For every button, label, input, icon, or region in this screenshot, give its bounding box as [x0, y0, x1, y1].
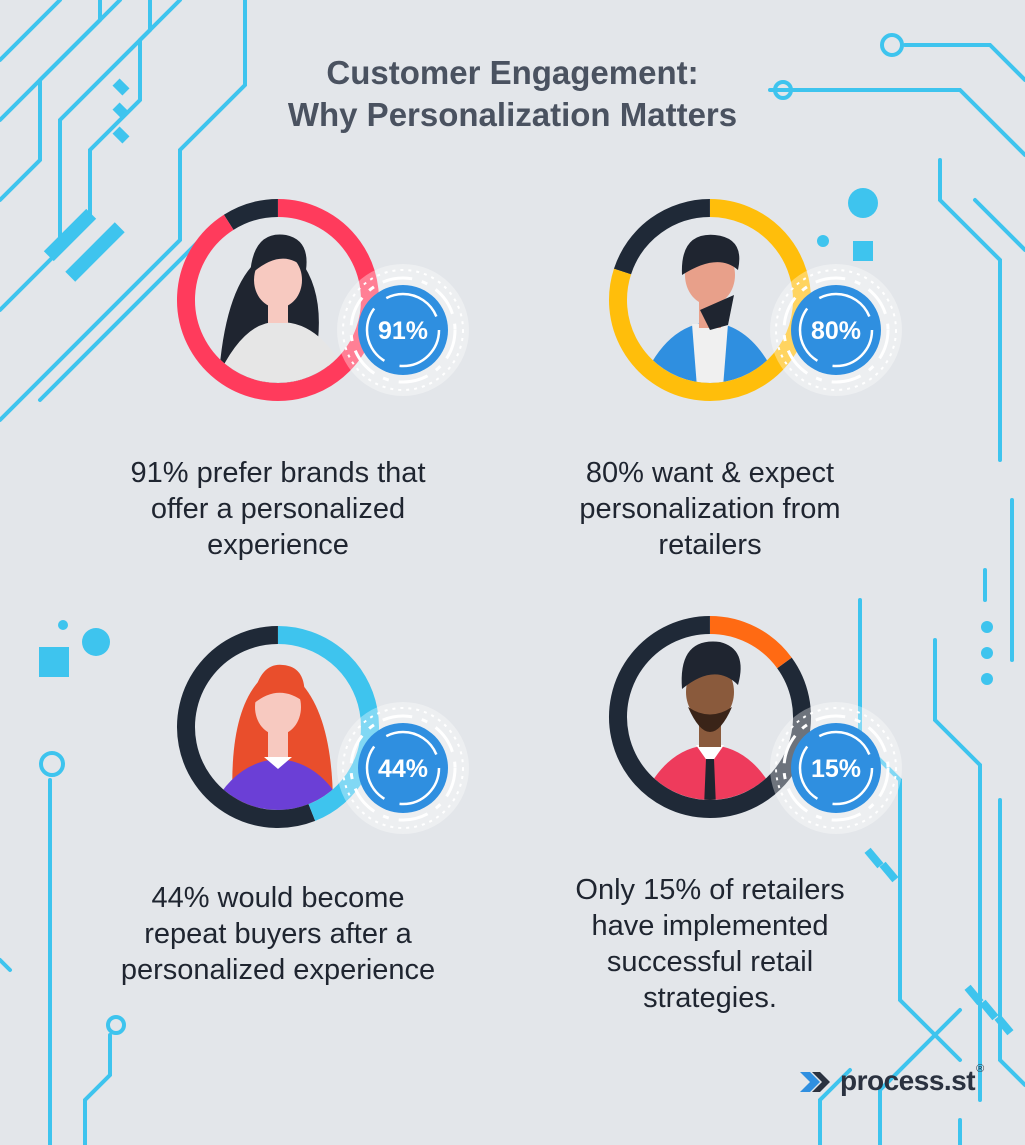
stats-layer: 91% 80% 44% 15%	[177, 199, 902, 834]
caption-line: repeat buyers after a	[144, 918, 412, 950]
caption-line: retailers	[658, 529, 762, 561]
badge-percent-label: 91%	[378, 317, 428, 345]
badge-disc	[358, 285, 448, 375]
ring-value-arc	[609, 199, 811, 401]
caption-line: personalized experience	[120, 954, 436, 986]
badge-dashed-ring	[342, 269, 464, 391]
page-title: Customer Engagement: Why Personalization…	[0, 52, 1025, 136]
title-line-1: Customer Engagement:	[326, 54, 699, 91]
ring-track	[223, 199, 279, 231]
stat-group-1: 91%	[177, 199, 469, 401]
title-line-2: Why Personalization Matters	[287, 96, 738, 133]
badge-percent-label: 80%	[811, 317, 861, 345]
logo-text: process.st	[840, 1065, 976, 1096]
ring-value-arc	[709, 616, 792, 669]
process-street-chevron-icon	[800, 1072, 830, 1092]
circuit-dashes	[39, 78, 1014, 1036]
stat-group-2: 80%	[609, 199, 902, 401]
percentage-badge: 44%	[337, 702, 469, 834]
caption-line: 80% want & expect	[585, 457, 835, 489]
badge-inner-ring	[365, 292, 441, 368]
stat-group-4: 15%	[609, 616, 902, 834]
caption-line: 91% prefer brands that	[130, 457, 426, 489]
badge-disc	[791, 285, 881, 375]
caption-line: offer a personalized	[150, 493, 406, 525]
badge-dashed-ring	[342, 707, 464, 829]
percentage-badge: 80%	[770, 264, 902, 396]
badge-disc	[791, 723, 881, 813]
badge-dashed-ring	[775, 269, 897, 391]
caption-line: have implemented	[591, 910, 829, 942]
ring-track	[177, 626, 316, 828]
badge-outer-ring	[349, 714, 457, 822]
circuit-nodes	[39, 33, 904, 1035]
caption-line: personalization from	[579, 493, 841, 525]
ring-value-arc	[277, 626, 379, 821]
badge-percent-label: 44%	[378, 755, 428, 783]
stat-group-3: 44%	[177, 626, 469, 834]
caption-line: successful retail	[606, 946, 814, 978]
caption-line: 44% would become	[151, 882, 405, 914]
badge-inner-ring	[365, 730, 441, 806]
process-street-logo: process.st ®	[800, 1063, 984, 1099]
percentage-badge: 15%	[770, 702, 902, 834]
badge-dashed-ring	[775, 707, 897, 829]
ring-value-arc	[177, 199, 379, 401]
badge-outer-ring	[349, 276, 457, 384]
caption-line: strategies.	[643, 982, 777, 1014]
ring-track	[613, 199, 711, 275]
badge-percent-label: 15%	[811, 755, 861, 783]
stat-caption-3: 44% would become repeat buyers after a p…	[78, 880, 478, 988]
badge-disc	[358, 723, 448, 813]
logo-registered-mark: ®	[976, 1063, 985, 1075]
badge-inner-ring	[798, 730, 874, 806]
badge-outer-ring	[782, 714, 890, 822]
percentage-badge: 91%	[337, 264, 469, 396]
stat-caption-1: 91% prefer brands that offer a personali…	[78, 455, 478, 563]
caption-line: Only 15% of retailers	[575, 874, 845, 906]
badge-inner-ring	[798, 292, 874, 368]
ring-track	[609, 616, 811, 818]
stat-caption-2: 80% want & expect personalization from r…	[510, 455, 910, 563]
stat-caption-4: Only 15% of retailers have implemented s…	[510, 872, 910, 1016]
woman-red-hair-icon	[203, 664, 353, 810]
badge-outer-ring	[782, 276, 890, 384]
caption-line: experience	[207, 529, 349, 561]
